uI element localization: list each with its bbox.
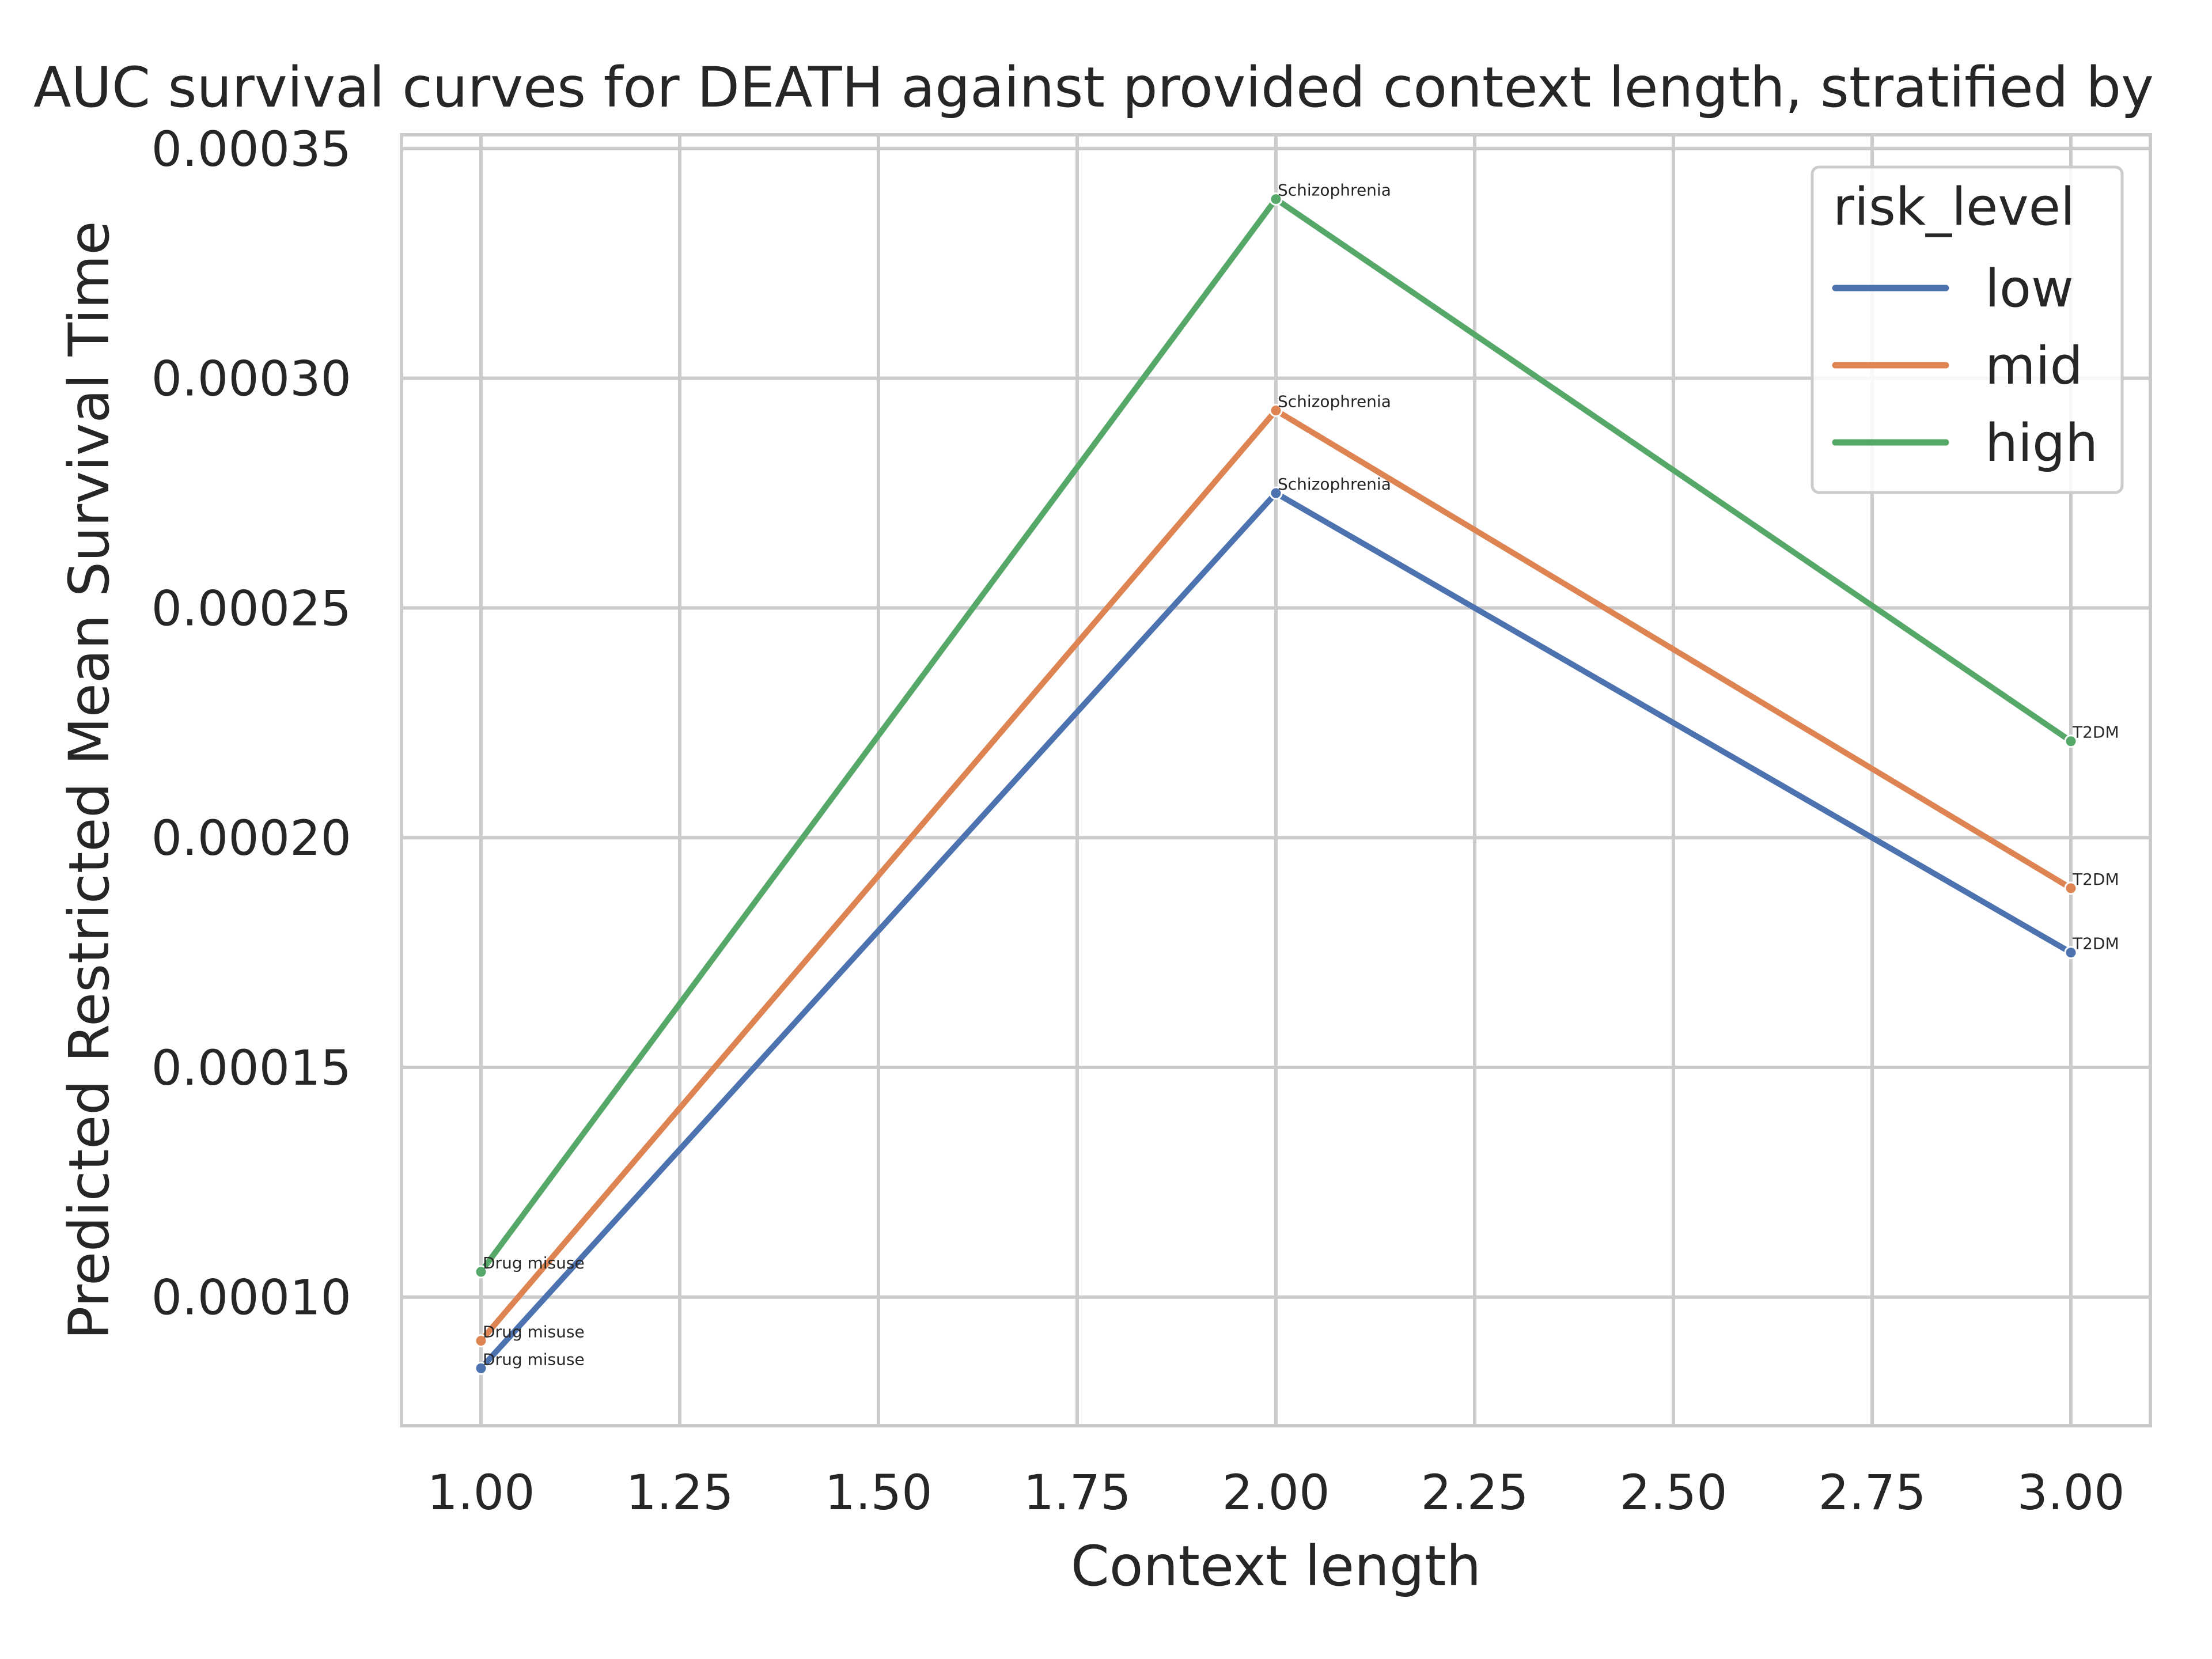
data-point-low — [2064, 946, 2078, 960]
data-point-high — [1269, 192, 1283, 206]
x-tick-label: 2.75 — [1818, 1464, 1926, 1521]
x-tick-label: 1.50 — [824, 1464, 932, 1521]
x-tick-label: 3.00 — [2017, 1464, 2124, 1521]
point-label: Drug misuse — [483, 1322, 585, 1341]
data-point-mid — [474, 1334, 488, 1347]
series-layer — [474, 192, 2078, 1375]
y-tick-label: 0.00015 — [151, 1040, 351, 1096]
y-tick-labels: 0.00010 0.00015 0.00020 0.00025 0.00030 0.000… — [151, 121, 351, 1326]
legend-label-high: high — [1985, 413, 2098, 474]
legend-label-low: low — [1985, 259, 2074, 319]
point-label: Drug misuse — [483, 1350, 585, 1369]
point-label: Schizophrenia — [1278, 392, 1391, 411]
plot-frame — [400, 133, 2152, 1427]
point-label: Drug misuse — [483, 1253, 585, 1272]
point-label: T2DM — [2072, 870, 2119, 889]
legend: risk_level low mid high — [1810, 165, 2124, 494]
point-label: Schizophrenia — [1278, 475, 1391, 494]
x-tick-label: 1.25 — [626, 1464, 733, 1521]
x-tick-label: 1.00 — [427, 1464, 535, 1521]
data-point-low — [1269, 486, 1283, 500]
data-point-mid — [1269, 404, 1283, 418]
x-tick-label: 2.00 — [1222, 1464, 1330, 1521]
point-labels: Drug misuse Schizophrenia T2DM Drug misuse S… — [483, 181, 2119, 1369]
data-point-mid — [2064, 881, 2078, 895]
y-tick-label: 0.00025 — [151, 580, 351, 637]
data-point-high — [2064, 734, 2078, 748]
point-label: Schizophrenia — [1278, 181, 1391, 200]
data-point-low — [474, 1361, 488, 1375]
legend-label-mid: mid — [1985, 336, 2083, 396]
legend-box — [1810, 165, 2124, 494]
y-tick-label: 0.00010 — [151, 1270, 351, 1326]
y-axis-label: Predicted Restricted Mean Survival Time — [57, 221, 122, 1340]
point-label: T2DM — [2072, 723, 2119, 742]
y-tick-label: 0.00030 — [151, 351, 351, 407]
legend-items: low mid high — [1832, 259, 2098, 474]
x-axis-label: Context length — [1071, 1534, 1482, 1599]
chart-title: AUC survival curves for DEATH against pr… — [33, 55, 2154, 120]
y-tick-label: 0.00035 — [151, 121, 351, 177]
x-tick-label: 2.50 — [1619, 1464, 1727, 1521]
data-point-high — [474, 1265, 488, 1279]
x-tick-label: 1.75 — [1023, 1464, 1131, 1521]
y-tick-label: 0.00020 — [151, 810, 351, 866]
point-label: T2DM — [2072, 934, 2119, 953]
x-tick-label: 2.25 — [1421, 1464, 1528, 1521]
x-tick-labels: 1.00 1.25 1.50 1.75 2.00 2.25 2.50 2.75 3.00 — [427, 1464, 2124, 1521]
legend-title: risk_level — [1833, 177, 2075, 237]
